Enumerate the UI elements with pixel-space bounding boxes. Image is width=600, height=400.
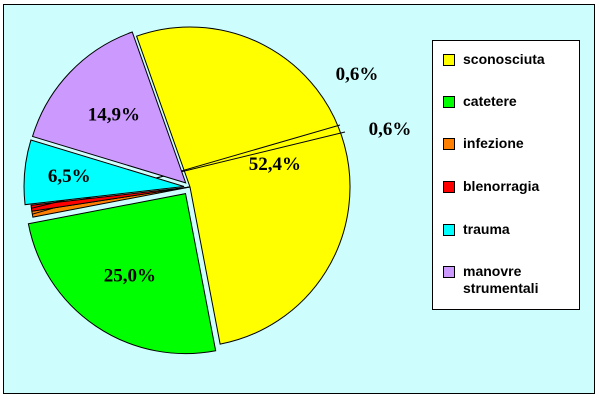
slice-value-label: 52,4% xyxy=(249,154,301,175)
slice-value-label: 25,0% xyxy=(104,266,156,287)
legend-swatch xyxy=(443,54,455,66)
legend-label: trauma xyxy=(463,221,510,237)
legend-swatch xyxy=(443,181,455,193)
pie-slice-sconosciuta xyxy=(135,26,351,345)
legend-item: blenorragia xyxy=(443,178,539,195)
legend-item: manovre strumentali xyxy=(443,263,538,297)
legend-item: trauma xyxy=(443,221,510,238)
legend-item: catetere xyxy=(443,93,517,110)
slice-value-label: 6,5% xyxy=(48,166,91,187)
legend-label: sconosciuta xyxy=(463,51,545,67)
legend-label: blenorragia xyxy=(463,178,540,194)
legend-swatch xyxy=(443,266,455,278)
legend: sconosciuta catetere infezione blenorragia t… xyxy=(432,40,580,310)
legend-swatch xyxy=(443,138,455,150)
pie-slice-trauma xyxy=(23,139,185,206)
slice-value-label: 14,9% xyxy=(88,104,140,125)
legend-item: infezione xyxy=(443,135,524,152)
legend-label: infezione xyxy=(463,135,524,151)
legend-label: catetere xyxy=(463,93,517,109)
legend-label: manovre strumentali xyxy=(463,263,539,296)
pie-slice-catetere xyxy=(27,193,217,355)
pie-slice-manovre xyxy=(31,31,187,184)
legend-item: sconosciuta xyxy=(443,51,545,68)
legend-swatch xyxy=(443,224,455,236)
slice-value-label: 0,6% xyxy=(369,119,412,140)
legend-swatch xyxy=(443,96,455,108)
slice-value-label: 0,6% xyxy=(336,64,379,85)
